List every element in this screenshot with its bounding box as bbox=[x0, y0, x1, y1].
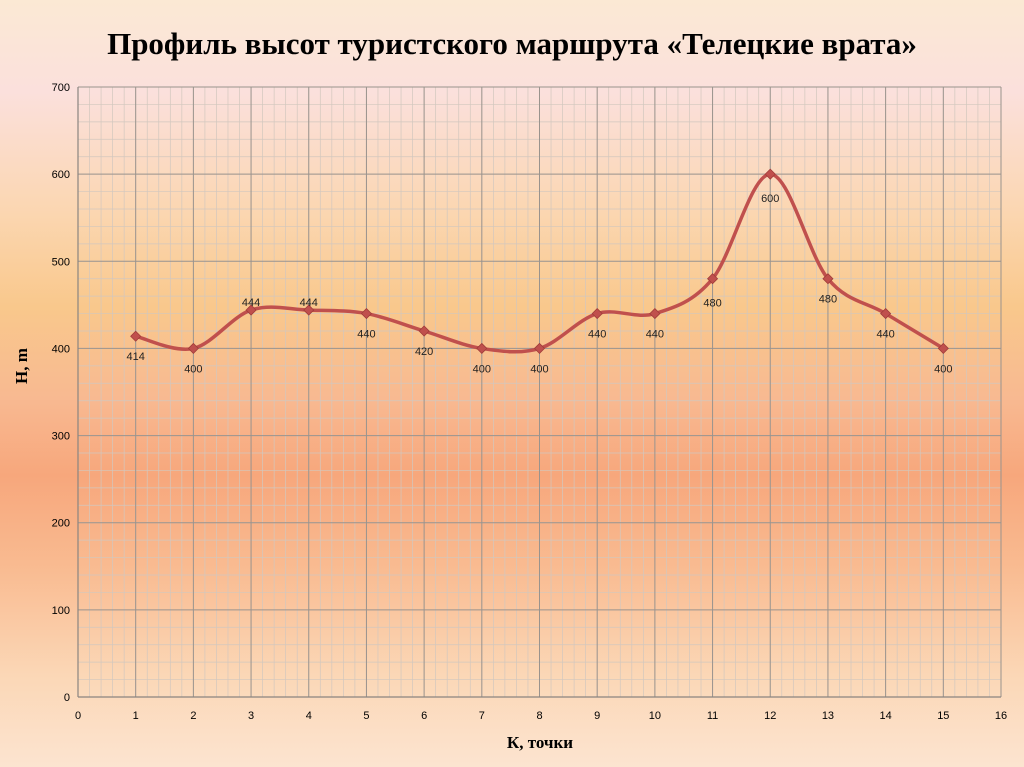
y-axis-title: Н, m bbox=[12, 348, 31, 384]
y-tick-label: 400 bbox=[52, 343, 70, 355]
data-label: 444 bbox=[300, 297, 318, 309]
data-label: 414 bbox=[127, 351, 145, 363]
y-tick-label: 300 bbox=[52, 431, 70, 443]
x-tick-label: 16 bbox=[995, 710, 1007, 722]
axes bbox=[77, 87, 1001, 698]
data-label: 444 bbox=[242, 297, 260, 309]
data-label: 440 bbox=[646, 329, 664, 341]
data-label: 440 bbox=[588, 329, 606, 341]
y-tick-label: 0 bbox=[64, 692, 70, 704]
data-label: 400 bbox=[934, 363, 952, 375]
data-label: 480 bbox=[819, 294, 837, 306]
data-label: 420 bbox=[415, 346, 433, 358]
data-point bbox=[706, 273, 719, 285]
x-tick-label: 15 bbox=[937, 710, 949, 722]
y-tick-label: 600 bbox=[52, 169, 70, 181]
x-tick-label: 12 bbox=[764, 710, 776, 722]
x-tick-label: 5 bbox=[363, 710, 369, 722]
data-label: 400 bbox=[530, 363, 548, 375]
y-tick-label: 500 bbox=[52, 256, 70, 268]
x-tick-label: 14 bbox=[880, 710, 892, 722]
chart-title: Профиль высот туристского маршрута «Теле… bbox=[107, 26, 917, 61]
y-tick-label: 100 bbox=[52, 605, 70, 617]
data-point bbox=[591, 308, 603, 320]
x-tick-label: 1 bbox=[133, 710, 139, 722]
x-tick-label: 2 bbox=[190, 710, 196, 722]
x-tick-label: 3 bbox=[248, 710, 254, 722]
data-label: 400 bbox=[184, 363, 202, 375]
x-axis-ticks: 0 1 2 3 4 5 6 7 8 9 10 11 12 13 14 15 16 bbox=[75, 710, 1007, 722]
x-tick-label: 9 bbox=[594, 710, 600, 722]
series-group: 414 400 444 444 440 420 400 400 440 440 480 600 480 4… bbox=[127, 168, 952, 375]
data-label: 400 bbox=[473, 363, 491, 375]
data-point bbox=[418, 325, 430, 337]
data-point bbox=[130, 330, 142, 342]
data-point bbox=[187, 342, 199, 354]
x-axis-title: К, точки bbox=[507, 733, 573, 752]
x-tick-label: 0 bbox=[75, 710, 81, 722]
data-point bbox=[533, 342, 546, 354]
data-point bbox=[937, 342, 949, 354]
x-tick-label: 11 bbox=[707, 710, 718, 722]
data-label: 440 bbox=[357, 329, 375, 341]
data-point bbox=[880, 308, 892, 320]
series-line bbox=[135, 172, 945, 354]
data-point bbox=[303, 304, 315, 316]
data-point bbox=[822, 273, 834, 285]
y-axis-ticks: 0 100 200 300 400 500 600 700 bbox=[52, 82, 70, 704]
x-tick-label: 10 bbox=[649, 710, 661, 722]
y-tick-label: 200 bbox=[52, 518, 70, 530]
y-tick-label: 700 bbox=[52, 82, 70, 94]
data-point bbox=[649, 308, 661, 320]
data-label: 600 bbox=[761, 193, 779, 205]
x-tick-label: 6 bbox=[421, 710, 427, 722]
x-tick-label: 8 bbox=[536, 710, 542, 722]
x-tick-label: 4 bbox=[306, 710, 312, 722]
data-point bbox=[245, 304, 257, 316]
data-point bbox=[476, 342, 488, 354]
data-label: 480 bbox=[703, 298, 721, 310]
x-tick-label: 13 bbox=[822, 710, 834, 722]
x-tick-label: 7 bbox=[479, 710, 485, 722]
data-point bbox=[360, 308, 373, 320]
data-label: 440 bbox=[876, 329, 894, 341]
data-point bbox=[764, 168, 776, 180]
